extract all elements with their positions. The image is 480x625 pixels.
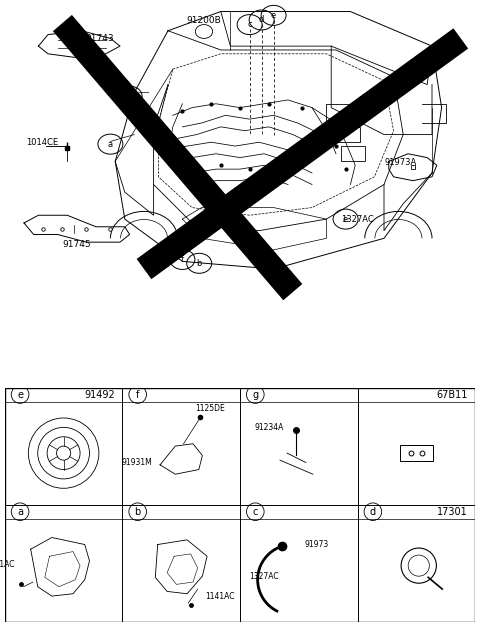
Text: 1014CE: 1014CE (26, 139, 59, 148)
Text: 91492: 91492 (84, 389, 115, 399)
Text: b: b (196, 259, 202, 268)
Text: 91745: 91745 (62, 240, 91, 249)
Text: 91973: 91973 (305, 540, 329, 549)
Text: d: d (370, 507, 376, 517)
Text: e: e (17, 389, 23, 399)
Text: a: a (17, 507, 23, 517)
Text: f: f (136, 389, 139, 399)
Text: 1327AC: 1327AC (341, 215, 374, 224)
Text: 67B11: 67B11 (437, 389, 468, 399)
Text: d: d (259, 16, 264, 24)
Text: g: g (252, 389, 258, 399)
Text: f: f (181, 255, 184, 264)
Text: 1141AC: 1141AC (204, 592, 234, 601)
Text: 91743: 91743 (85, 34, 114, 43)
Text: g: g (127, 92, 132, 101)
Text: 1141AC: 1141AC (0, 560, 14, 569)
Text: a: a (108, 139, 113, 149)
Text: e: e (343, 214, 348, 224)
Text: 17301: 17301 (437, 507, 468, 517)
Text: b: b (134, 507, 141, 517)
Text: c: c (252, 507, 258, 517)
Text: 1327AC: 1327AC (250, 572, 279, 581)
Text: e: e (271, 11, 276, 20)
Text: 91200B: 91200B (187, 16, 221, 25)
Text: 91234A: 91234A (254, 423, 284, 432)
Text: 1125DE: 1125DE (195, 404, 225, 413)
Text: 91931M: 91931M (121, 458, 152, 467)
Text: 91973A: 91973A (385, 158, 417, 167)
Bar (400, 445, 433, 461)
Text: c: c (247, 20, 252, 29)
